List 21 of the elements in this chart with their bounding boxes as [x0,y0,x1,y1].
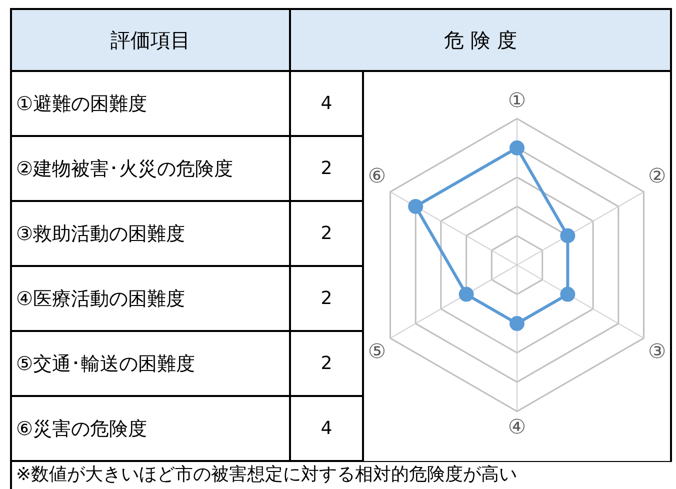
category-label: ⑤交通･輸送の困難度 [10,330,291,397]
data-label: 4 [289,395,364,462]
text: 危 険 度 [289,8,672,72]
spoke-label: ② [648,164,666,188]
category-label: ④医療活動の困難度 [10,265,291,332]
text: ※数値が大きいほど市の被害想定に対する相対的危険度が高い [10,462,672,489]
data-label: 2 [289,265,364,332]
category-label: ③救助活動の困難度 [10,200,291,267]
data-label: 4 [289,70,364,137]
data-label: 2 [289,200,364,267]
category-label: ①避難の困難度 [10,70,291,137]
category-label: ②建物被害･火災の危険度 [10,135,291,202]
data-label: 2 [289,330,364,397]
category-label: ⑥災害の危険度 [10,395,291,462]
spoke-label: ① [508,88,526,112]
spoke-label: ⑤ [368,338,386,363]
spoke-label: ③ [648,338,666,363]
text: 評価項目 [10,8,291,72]
spoke-label: ④ [508,414,526,439]
spoke-label: ⑥ [368,164,386,188]
data-label: 2 [289,135,364,202]
